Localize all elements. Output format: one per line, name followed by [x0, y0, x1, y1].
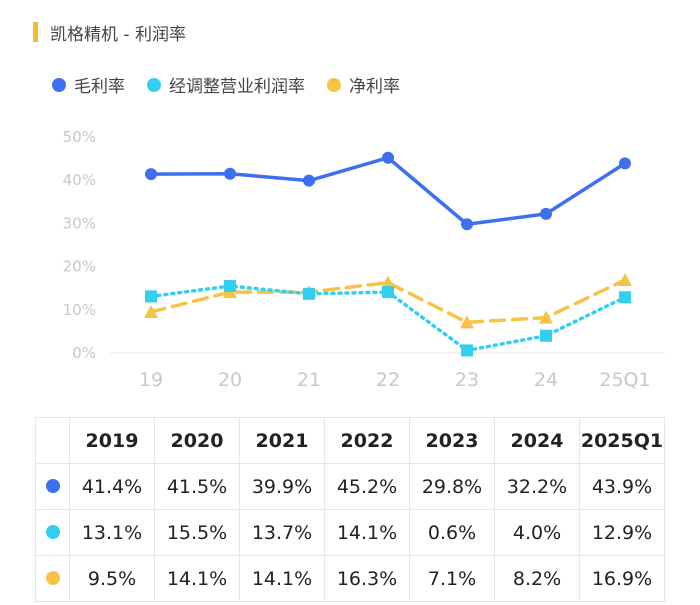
y-tick-label: 10% — [63, 301, 96, 319]
table-cell: 32.2% — [494, 463, 580, 510]
y-tick-label: 30% — [63, 214, 96, 232]
table-cell: 15.5% — [154, 509, 240, 556]
table-cell: 41.5% — [154, 463, 240, 510]
data-point-net-margin — [460, 315, 474, 329]
row-color-dot — [45, 570, 60, 585]
legend-item-adjusted-operating-margin[interactable]: 经调整营业利润率 — [147, 72, 305, 97]
y-tick-label: 50% — [63, 128, 96, 146]
table-cell: 13.1% — [69, 509, 155, 556]
data-point-adjusted-operating-margin — [382, 286, 394, 299]
chart-title: 凯格精机 - 利润率 — [50, 24, 186, 45]
row-marker-cell — [35, 509, 70, 556]
title-accent-bar — [33, 22, 38, 42]
table-cell: 16.3% — [324, 555, 410, 602]
row-marker-cell — [35, 463, 70, 510]
data-point-gross-margin — [461, 218, 473, 231]
legend-marker-gross-margin — [52, 77, 66, 92]
legend: 毛利率 经调整营业利润率 净利率 — [52, 72, 422, 97]
table-row-adjusted-operating-margin: 13.1% 15.5% 13.7% 14.1% 0.6% 4.0% 12.9% — [35, 509, 665, 556]
series-line-gross-margin — [149, 155, 627, 227]
data-point-adjusted-operating-margin — [303, 287, 315, 300]
table-header-cell: 2025Q1 — [579, 417, 665, 464]
table-cell: 41.4% — [69, 463, 155, 510]
table-cell: 8.2% — [494, 555, 580, 602]
table-cell: 14.1% — [239, 555, 325, 602]
x-tick-label: 23 — [455, 369, 479, 391]
table-corner-cell — [35, 417, 70, 464]
line-chart: 0% 10% 20% 30% 40% 50% 19 20 21 22 23 24 25Q1 — [63, 128, 665, 391]
y-tick-label: 40% — [63, 171, 96, 189]
table-header-cell: 2022 — [324, 417, 410, 464]
data-point-adjusted-operating-margin — [145, 290, 157, 303]
data-point-gross-margin — [303, 174, 315, 187]
data-point-net-margin — [539, 310, 553, 324]
data-point-net-margin — [144, 304, 158, 318]
table-cell: 29.8% — [409, 463, 495, 510]
table-header-cell: 2019 — [69, 417, 155, 464]
y-tick-label: 0% — [72, 344, 96, 362]
table-header-cell: 2021 — [239, 417, 325, 464]
table-row-gross-margin: 41.4% 41.5% 39.9% 45.2% 29.8% 32.2% 43.9… — [35, 463, 665, 510]
data-point-gross-margin — [619, 157, 631, 170]
data-point-net-margin — [618, 272, 632, 286]
data-point-gross-margin — [145, 168, 157, 181]
x-tick-label: 19 — [139, 369, 163, 391]
y-tick-label: 20% — [63, 258, 96, 276]
chart-title-group: 凯格精机 - 利润率 — [33, 20, 186, 45]
data-table: 2019 2020 2021 2022 2023 2024 2025Q1 41.… — [35, 417, 665, 602]
table-cell: 7.1% — [409, 555, 495, 602]
data-point-gross-margin — [224, 167, 236, 180]
table-cell: 0.6% — [409, 509, 495, 556]
data-point-gross-margin — [382, 151, 394, 164]
x-tick-label: 21 — [297, 369, 321, 391]
legend-label-net-margin: 净利率 — [349, 77, 400, 97]
data-point-adjusted-operating-margin — [540, 329, 552, 342]
table-cell: 13.7% — [239, 509, 325, 556]
legend-item-net-margin[interactable]: 净利率 — [327, 72, 400, 97]
legend-item-gross-margin[interactable]: 毛利率 — [52, 72, 125, 97]
data-point-gross-margin — [540, 207, 552, 220]
legend-marker-adjusted-operating-margin — [147, 77, 161, 92]
x-tick-label: 25Q1 — [599, 369, 650, 391]
data-point-adjusted-operating-margin — [224, 280, 236, 293]
table-cell: 16.9% — [579, 555, 665, 602]
legend-label-gross-margin: 毛利率 — [74, 77, 125, 97]
table-header-cell: 2024 — [494, 417, 580, 464]
table-cell: 9.5% — [69, 555, 155, 602]
x-tick-label: 20 — [218, 369, 242, 391]
legend-marker-net-margin — [327, 77, 341, 92]
table-cell: 45.2% — [324, 463, 410, 510]
table-cell: 43.9% — [579, 463, 665, 510]
table-header-cell: 2020 — [154, 417, 240, 464]
table-header-row: 2019 2020 2021 2022 2023 2024 2025Q1 — [35, 417, 665, 464]
table-row-net-margin: 9.5% 14.1% 14.1% 16.3% 7.1% 8.2% 16.9% — [35, 555, 665, 602]
table-cell: 39.9% — [239, 463, 325, 510]
data-point-adjusted-operating-margin — [619, 291, 631, 304]
table-cell: 12.9% — [579, 509, 665, 556]
legend-label-adjusted-operating-margin: 经调整营业利润率 — [169, 77, 305, 97]
data-point-net-margin — [381, 275, 395, 289]
data-point-adjusted-operating-margin — [461, 344, 473, 357]
x-tick-label: 24 — [534, 369, 558, 391]
table-cell: 14.1% — [324, 509, 410, 556]
row-color-dot — [45, 524, 60, 539]
x-tick-label: 22 — [376, 369, 400, 391]
table-header-cell: 2023 — [409, 417, 495, 464]
row-color-dot — [45, 478, 60, 493]
row-marker-cell — [35, 555, 70, 602]
table-cell: 14.1% — [154, 555, 240, 602]
table-cell: 4.0% — [494, 509, 580, 556]
